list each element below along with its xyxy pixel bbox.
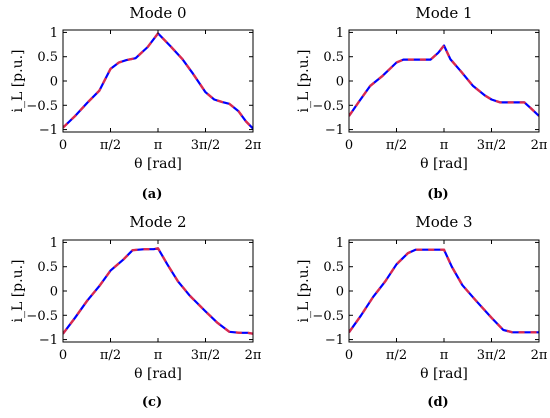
x-tick-label: π xyxy=(440,348,449,363)
series-line-1 xyxy=(63,32,253,130)
plot-frame xyxy=(62,239,254,343)
plot-frame xyxy=(62,29,254,133)
x-tick-label: 0 xyxy=(345,348,353,363)
x-tick-label: π/2 xyxy=(386,138,407,153)
y-tick-label: −0.5 xyxy=(26,99,58,114)
series-line-1 xyxy=(349,44,539,117)
y-axis-label: i_L [p.u.] xyxy=(10,259,26,322)
y-tick-label: −1 xyxy=(325,333,344,348)
x-tick-label: 2π xyxy=(245,138,262,153)
x-tick-label: 0 xyxy=(59,348,67,363)
series-line-0 xyxy=(63,247,253,335)
chart-title: Mode 3 xyxy=(415,213,472,231)
series-line-0 xyxy=(349,44,539,117)
y-axis-label: i_L [p.u.] xyxy=(296,259,312,322)
x-tick-label: 2π xyxy=(531,138,548,153)
y-tick-label: 1 xyxy=(336,26,344,41)
x-tick-label: π/2 xyxy=(100,138,121,153)
x-tick-label: 2π xyxy=(531,348,548,363)
x-tick-label: π xyxy=(154,138,163,153)
chart-title: Mode 1 xyxy=(415,4,472,22)
subfigure-caption: (b) xyxy=(427,187,448,202)
y-tick-label: −0.5 xyxy=(312,309,344,324)
x-tick-label: 0 xyxy=(345,138,353,153)
chart-title: Mode 0 xyxy=(129,4,186,22)
y-tick-label: 1 xyxy=(50,236,58,251)
chart-panel-0: Mode 0 0 π/2 π 3π/2 2π −1 −0.5 0 0.5 1 θ [rad] i_L [… xyxy=(10,4,262,202)
y-tick-label: 0 xyxy=(336,285,344,300)
y-tick-label: 0 xyxy=(336,75,344,90)
x-axis-label: θ [rad] xyxy=(134,156,182,172)
y-tick-label: 0.5 xyxy=(323,260,344,275)
x-axis-label: θ [rad] xyxy=(134,366,182,382)
y-tick-label: −0.5 xyxy=(312,99,344,114)
chart-panel-2: Mode 2 0 π/2 π 3π/2 2π −1 −0.5 0 0.5 1 θ [rad] i_L [… xyxy=(10,213,262,410)
x-tick-label: 3π/2 xyxy=(477,348,506,363)
x-tick-label: 3π/2 xyxy=(477,138,506,153)
x-tick-label: π xyxy=(440,138,449,153)
x-tick-label: π/2 xyxy=(386,348,407,363)
y-tick-label: −1 xyxy=(39,123,58,138)
x-tick-label: π xyxy=(154,348,163,363)
y-axis-label: i_L [p.u.] xyxy=(296,49,312,112)
y-tick-label: 1 xyxy=(336,236,344,251)
y-axis-label: i_L [p.u.] xyxy=(10,49,26,112)
y-tick-label: 0 xyxy=(50,75,58,90)
x-axis-label: θ [rad] xyxy=(420,156,468,172)
subfigure-caption: (d) xyxy=(427,395,448,410)
series-line-1 xyxy=(349,248,539,334)
y-tick-label: 0.5 xyxy=(323,50,344,65)
y-tick-label: 1 xyxy=(50,26,58,41)
chart-title: Mode 2 xyxy=(129,213,186,231)
x-tick-label: 0 xyxy=(59,138,67,153)
chart-panel-3: Mode 3 0 π/2 π 3π/2 2π −1 −0.5 0 0.5 1 θ [rad] i_L [… xyxy=(296,213,548,410)
x-tick-label: 3π/2 xyxy=(191,348,220,363)
y-tick-label: 0 xyxy=(50,285,58,300)
series-line-1 xyxy=(63,247,253,335)
series-line-0 xyxy=(63,32,253,130)
x-axis-label: θ [rad] xyxy=(420,366,468,382)
x-tick-label: π/2 xyxy=(100,348,121,363)
y-tick-label: −1 xyxy=(325,123,344,138)
y-tick-label: 0.5 xyxy=(37,260,58,275)
y-tick-label: −1 xyxy=(39,333,58,348)
x-tick-label: 3π/2 xyxy=(191,138,220,153)
subfigure-caption: (c) xyxy=(142,395,162,410)
y-tick-label: 0.5 xyxy=(37,50,58,65)
x-tick-label: 2π xyxy=(245,348,262,363)
y-tick-label: −0.5 xyxy=(26,309,58,324)
subfigure-caption: (a) xyxy=(142,187,163,202)
chart-panel-1: Mode 1 0 π/2 π 3π/2 2π −1 −0.5 0 0.5 1 θ [rad] i_L [… xyxy=(296,4,548,202)
